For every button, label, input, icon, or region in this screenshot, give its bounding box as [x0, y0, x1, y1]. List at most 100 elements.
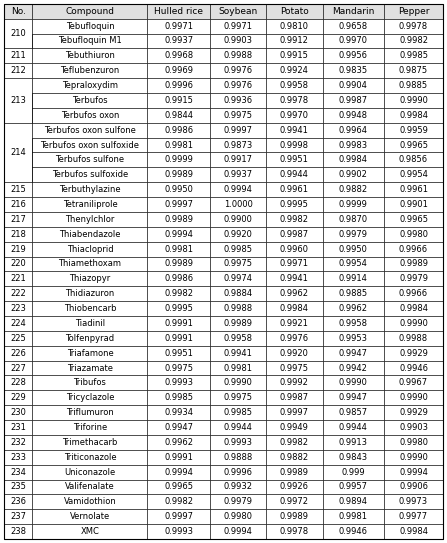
Bar	[210, 509, 266, 524]
Text: Thiamethoxam: Thiamethoxam	[59, 260, 122, 268]
Bar	[323, 78, 384, 93]
Bar	[148, 420, 210, 435]
Text: 0.9949: 0.9949	[280, 423, 309, 432]
Bar	[384, 405, 443, 420]
Bar	[148, 256, 210, 272]
Bar	[32, 18, 148, 34]
Bar	[384, 256, 443, 272]
Text: 0.9901: 0.9901	[399, 200, 428, 209]
Text: Tebufloquin M1: Tebufloquin M1	[58, 36, 122, 46]
Bar	[32, 197, 148, 212]
Bar	[210, 420, 266, 435]
Text: 0.9944: 0.9944	[280, 171, 309, 179]
Text: Terbufos sulfone: Terbufos sulfone	[55, 155, 124, 165]
Bar	[210, 494, 266, 509]
Text: 0.9979: 0.9979	[339, 230, 368, 239]
Bar	[32, 123, 148, 137]
Bar	[32, 316, 148, 331]
Bar	[32, 63, 148, 78]
Text: 0.9972: 0.9972	[280, 497, 309, 506]
Bar	[210, 227, 266, 242]
Bar	[266, 137, 323, 153]
Text: 0.9991: 0.9991	[164, 319, 193, 328]
Bar	[266, 256, 323, 272]
Text: 0.9950: 0.9950	[164, 185, 193, 194]
Text: 0.9954: 0.9954	[399, 171, 428, 179]
Text: 0.9873: 0.9873	[224, 141, 253, 149]
Bar	[148, 286, 210, 301]
Text: Tepraloxydim: Tepraloxydim	[62, 81, 118, 90]
Text: 0.9915: 0.9915	[164, 96, 193, 105]
Text: 215: 215	[10, 185, 26, 194]
Bar	[148, 316, 210, 331]
Bar	[210, 316, 266, 331]
Text: 224: 224	[10, 319, 26, 328]
Bar	[32, 4, 148, 18]
Bar	[266, 63, 323, 78]
Bar	[32, 346, 148, 361]
Bar	[266, 375, 323, 390]
Text: 225: 225	[10, 334, 26, 343]
Text: 0.9947: 0.9947	[164, 423, 193, 432]
Bar	[323, 361, 384, 375]
Text: 0.9978: 0.9978	[280, 96, 309, 105]
Bar	[323, 153, 384, 167]
Bar	[323, 197, 384, 212]
Bar	[266, 390, 323, 405]
Text: 0.9965: 0.9965	[164, 483, 193, 491]
Bar	[32, 78, 148, 93]
Text: No.: No.	[11, 7, 25, 16]
Text: Terbufos oxon sulfoxide: Terbufos oxon sulfoxide	[40, 141, 139, 149]
Bar	[32, 256, 148, 272]
Bar	[32, 34, 148, 48]
Bar	[384, 361, 443, 375]
Text: 0.9953: 0.9953	[339, 334, 368, 343]
Bar	[148, 182, 210, 197]
Bar	[32, 524, 148, 539]
Text: 0.9970: 0.9970	[339, 36, 368, 46]
Text: 0.9934: 0.9934	[164, 408, 193, 417]
Bar	[4, 123, 32, 182]
Bar	[148, 137, 210, 153]
Text: 0.9989: 0.9989	[280, 512, 309, 521]
Text: 0.9914: 0.9914	[339, 274, 368, 283]
Text: 0.9985: 0.9985	[224, 244, 253, 254]
Text: 0.9979: 0.9979	[224, 497, 253, 506]
Bar	[210, 375, 266, 390]
Bar	[384, 494, 443, 509]
Bar	[384, 108, 443, 123]
Text: 0.9975: 0.9975	[224, 111, 253, 120]
Bar	[323, 48, 384, 63]
Text: 0.999: 0.999	[342, 468, 365, 477]
Bar	[266, 435, 323, 450]
Bar	[148, 524, 210, 539]
Text: 0.9917: 0.9917	[224, 155, 253, 165]
Text: 0.9947: 0.9947	[339, 349, 368, 358]
Text: 0.9995: 0.9995	[164, 304, 193, 313]
Text: Tebufloquin: Tebufloquin	[66, 22, 114, 30]
Text: 0.9920: 0.9920	[280, 349, 309, 358]
Text: 0.9960: 0.9960	[280, 244, 309, 254]
Bar	[384, 331, 443, 346]
Bar	[148, 93, 210, 108]
Text: 0.9924: 0.9924	[280, 66, 309, 75]
Text: 0.9982: 0.9982	[399, 36, 428, 46]
Bar	[210, 18, 266, 34]
Text: 0.9994: 0.9994	[224, 527, 253, 536]
Text: Triticonazole: Triticonazole	[63, 453, 116, 462]
Text: 0.9985: 0.9985	[224, 408, 253, 417]
Text: 216: 216	[10, 200, 26, 209]
Text: 0.9936: 0.9936	[224, 96, 253, 105]
Bar	[4, 242, 32, 256]
Text: 0.9941: 0.9941	[280, 125, 309, 135]
Bar	[4, 346, 32, 361]
Text: 0.9875: 0.9875	[399, 66, 428, 75]
Bar	[323, 167, 384, 182]
Text: 0.9986: 0.9986	[164, 274, 194, 283]
Bar	[266, 212, 323, 227]
Text: Triafamone: Triafamone	[67, 349, 113, 358]
Text: Pepper: Pepper	[398, 7, 429, 16]
Bar	[148, 465, 210, 479]
Bar	[4, 78, 32, 123]
Bar	[323, 331, 384, 346]
